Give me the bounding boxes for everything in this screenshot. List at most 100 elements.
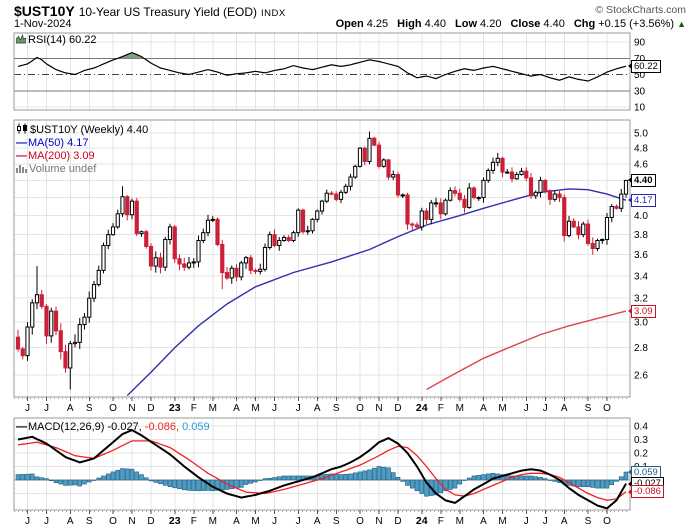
month-label: J bbox=[272, 516, 277, 527]
y-tick-label: 0.4 bbox=[634, 422, 648, 433]
month-label: S bbox=[86, 403, 93, 414]
rsi-area-icon bbox=[15, 33, 27, 47]
month-label: A bbox=[561, 403, 568, 414]
month-label: F bbox=[191, 516, 197, 527]
macd-legend-name: MACD(12,26,9) bbox=[28, 421, 105, 433]
y-tick-label: 10 bbox=[634, 103, 646, 114]
month-label: J bbox=[543, 403, 548, 414]
y-tick-label: 0.3 bbox=[634, 435, 648, 446]
month-label: A bbox=[314, 516, 321, 527]
y-tick-label: 3.0 bbox=[634, 318, 648, 329]
month-label: 23 bbox=[169, 515, 181, 527]
open-label: Open bbox=[335, 18, 364, 30]
y-tick-label: 3.2 bbox=[634, 294, 648, 305]
month-label: M bbox=[498, 516, 506, 527]
chart-title: 10-Year US Treasury Yield (EOD) bbox=[78, 5, 257, 19]
chart-header: $UST10Y 10-Year US Treasury Yield (EOD) IN… bbox=[14, 3, 686, 21]
rsi-legend: RSI(14) 60.22 bbox=[15, 33, 97, 47]
month-label: J bbox=[25, 516, 30, 527]
month-label: M bbox=[498, 403, 506, 414]
chg-value: +0.15 (+3.56%) bbox=[598, 18, 675, 30]
month-label: 24 bbox=[416, 402, 428, 414]
volume-legend-label: Volume undef bbox=[29, 163, 97, 175]
ma50-line-icon: — bbox=[16, 137, 27, 149]
ma200-line-icon: — bbox=[16, 150, 27, 162]
month-label: A bbox=[233, 516, 240, 527]
y-tick-label: 4.0 bbox=[634, 211, 648, 222]
symbol: $UST10Y bbox=[14, 3, 75, 19]
macd-line-icon: — bbox=[16, 421, 27, 433]
month-label: J bbox=[272, 403, 277, 414]
pane-borders bbox=[13, 32, 631, 511]
month-label: M bbox=[456, 516, 464, 527]
month-label: M bbox=[251, 516, 259, 527]
y-tick-label: 50 bbox=[634, 70, 646, 81]
month-label: O bbox=[356, 403, 364, 414]
month-label: A bbox=[67, 516, 74, 527]
symbol-legend: $UST10Y (Weekly) 4.40 bbox=[16, 123, 148, 137]
month-label: D bbox=[147, 403, 154, 414]
month-label: F bbox=[438, 516, 444, 527]
month-label: A bbox=[314, 403, 321, 414]
month-label: J bbox=[44, 516, 49, 527]
month-label: 23 bbox=[169, 402, 181, 414]
month-label: A bbox=[561, 516, 568, 527]
low-label: Low bbox=[455, 18, 478, 30]
macd-value: -0.027, bbox=[107, 421, 142, 433]
rsi-pane bbox=[14, 51, 630, 92]
y-tick-label: 90 bbox=[634, 38, 646, 49]
month-label: M bbox=[251, 403, 259, 414]
month-label: M bbox=[456, 403, 464, 414]
y-axis-labels: 5.0 4.8 4.6 4.0 3.8 3.6 3.4 3.2 3.0 2.8 2.6 90 70 50 3… bbox=[634, 38, 648, 474]
month-label: O bbox=[109, 516, 117, 527]
macd-signal-value-box: -0.086 bbox=[628, 485, 664, 499]
quote-summary: Open 4.25 High 4.40 Low 4.20 Close 4.40 Chg +0.15… bbox=[327, 18, 686, 30]
last-price-box: 4.40 bbox=[628, 173, 656, 187]
change-up-arrow-icon: ▲ bbox=[677, 19, 686, 29]
month-label: S bbox=[585, 403, 592, 414]
month-label: O bbox=[603, 403, 611, 414]
macd-legend: — MACD(12,26,9) -0.027, -0.086, 0.059 bbox=[16, 421, 210, 433]
ma200-legend: — MA(200) 3.09 bbox=[16, 150, 95, 162]
month-label: S bbox=[333, 516, 340, 527]
y-tick-label: 30 bbox=[634, 86, 646, 97]
chart-date: 1-Nov-2024 bbox=[14, 18, 72, 30]
open-value: 4.25 bbox=[366, 18, 389, 30]
month-label: J bbox=[524, 516, 529, 527]
month-label: D bbox=[394, 516, 401, 527]
y-tick-label: 5.0 bbox=[634, 129, 648, 140]
y-tick-label: 3.6 bbox=[634, 250, 648, 261]
copyright-link[interactable]: © StockCharts.com bbox=[595, 4, 686, 16]
y-tick-label: 2.8 bbox=[634, 343, 648, 354]
month-label: S bbox=[585, 516, 592, 527]
ma50-legend-label: MA(50) 4.17 bbox=[28, 137, 89, 149]
month-label: J bbox=[543, 516, 548, 527]
ma200-value-box: 3.09 bbox=[628, 304, 656, 318]
month-label: O bbox=[603, 516, 611, 527]
month-label: S bbox=[333, 403, 340, 414]
macd-pane bbox=[15, 428, 629, 510]
y-tick-label: 2.6 bbox=[634, 371, 648, 382]
chart-subheader: 1-Nov-2024 Open 4.25 High 4.40 Low 4.20 Close 4… bbox=[14, 18, 686, 30]
volume-bars-icon bbox=[16, 164, 27, 176]
signal-value: -0.086, bbox=[144, 421, 180, 433]
month-label: N bbox=[128, 516, 135, 527]
month-label: N bbox=[375, 516, 382, 527]
ma50-value-box: 4.17 bbox=[628, 193, 656, 207]
high-label: High bbox=[397, 18, 422, 30]
rsi-legend-label: RSI(14) 60.22 bbox=[28, 34, 97, 46]
month-label: F bbox=[438, 403, 444, 414]
month-label: F bbox=[191, 403, 197, 414]
month-label: A bbox=[480, 403, 487, 414]
month-label: J bbox=[524, 403, 529, 414]
month-label: J bbox=[296, 403, 301, 414]
chg-label: Chg bbox=[573, 18, 596, 30]
month-label: D bbox=[394, 403, 401, 414]
y-tick-label: 0.2 bbox=[634, 449, 648, 460]
month-label: O bbox=[356, 516, 364, 527]
month-label: O bbox=[109, 403, 117, 414]
moving-averages bbox=[126, 188, 627, 396]
rsi-value-box: 60.22 bbox=[628, 59, 661, 73]
month-label: M bbox=[209, 516, 217, 527]
